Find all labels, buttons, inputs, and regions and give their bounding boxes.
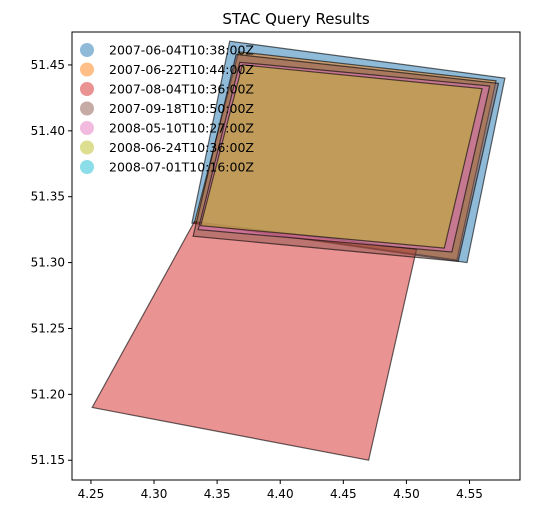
y-tick-label: 51.40 bbox=[31, 124, 65, 138]
legend-label-2: 2007-06-22T10:44:00Z bbox=[109, 62, 254, 77]
legend-label-7: 2008-07-01T10:16:00Z bbox=[109, 160, 254, 175]
x-tick-label: 4.40 bbox=[267, 487, 294, 501]
legend-label-3: 2007-08-04T10:36:00Z bbox=[109, 82, 254, 97]
y-tick-label: 51.35 bbox=[31, 190, 65, 204]
footprint-polygon-3 bbox=[91, 221, 418, 461]
chart-title: STAC Query Results bbox=[222, 10, 369, 28]
y-tick-label: 51.15 bbox=[31, 453, 65, 467]
y-tick-label: 51.30 bbox=[31, 256, 65, 270]
x-tick-label: 4.35 bbox=[204, 487, 231, 501]
x-tick-label: 4.30 bbox=[141, 487, 168, 501]
footprint-polygon-6 bbox=[199, 64, 483, 249]
y-tick-label: 51.25 bbox=[31, 321, 65, 335]
x-tick-label: 4.55 bbox=[456, 487, 483, 501]
legend: 2007-06-04T10:38:00Z 2007-06-22T10:44:00Z… bbox=[80, 43, 254, 175]
x-tick-label: 4.25 bbox=[78, 487, 105, 501]
legend-marker-5 bbox=[80, 121, 94, 135]
y-tick-label: 51.45 bbox=[31, 58, 65, 72]
legend-marker-2 bbox=[80, 62, 94, 77]
legend-label-6: 2008-06-24T10:36:00Z bbox=[109, 140, 254, 155]
plot-frame bbox=[71, 31, 521, 481]
legend-marker-6 bbox=[80, 140, 94, 155]
legend-marker-3 bbox=[80, 82, 94, 96]
legend-marker-7 bbox=[80, 160, 94, 174]
legend-label-4: 2007-09-18T10:50:00Z bbox=[109, 101, 254, 116]
x-tick-label: 4.45 bbox=[330, 487, 357, 501]
footprint-polygons bbox=[91, 40, 506, 461]
legend-label-5: 2008-05-10T10:27:00Z bbox=[109, 121, 254, 136]
y-axis-ticks: 51.15 51.20 51.25 51.30 51.35 51.40 51.45 bbox=[31, 58, 72, 467]
legend-marker-4 bbox=[80, 101, 94, 116]
legend-marker-1 bbox=[80, 43, 94, 57]
x-axis-ticks: 4.25 4.30 4.35 4.40 4.45 4.50 4.55 bbox=[78, 480, 483, 501]
y-tick-label: 51.20 bbox=[31, 387, 65, 401]
legend-label-1: 2007-06-04T10:38:00Z bbox=[109, 43, 254, 58]
x-tick-label: 4.50 bbox=[393, 487, 420, 501]
